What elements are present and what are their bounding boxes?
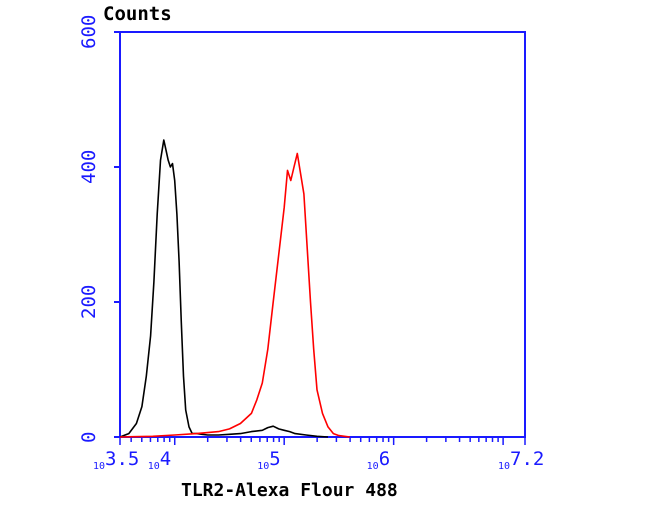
stained-histogram-line: [119, 152, 351, 438]
x-axis-label: TLR2-Alexa Flour 488: [181, 480, 398, 501]
x-tick-base: 10: [498, 461, 511, 472]
x-tick-marks: [119, 437, 526, 445]
x-tick-exponent: 4: [159, 448, 172, 470]
x-tick-base: 10: [147, 461, 160, 472]
x-tick-exponent: 5: [269, 448, 281, 470]
y-tick-marks: [114, 31, 120, 438]
series-group: [119, 139, 351, 438]
x-tick-label: 107.2: [498, 448, 544, 474]
y-tick-label: 200: [78, 284, 100, 320]
x-tick-base: 10: [93, 461, 106, 472]
y-axis-label: Counts: [103, 3, 172, 25]
plot-frame: [119, 31, 526, 438]
y-tick-label: 0: [78, 431, 100, 443]
x-tick-label: 103.5: [93, 448, 139, 474]
x-tick-exponent: 3.5: [105, 448, 140, 470]
y-tick-label: 600: [78, 14, 100, 50]
x-tick-base: 10: [257, 461, 270, 472]
control-histogram-line: [119, 139, 329, 438]
y-tick-label: 400: [78, 149, 100, 185]
x-tick-label: 105: [257, 448, 281, 474]
x-tick-exponent: 6: [378, 448, 391, 470]
x-tick-base: 10: [366, 461, 379, 472]
x-tick-label: 106: [366, 448, 391, 474]
x-tick-label: 104: [147, 448, 172, 474]
x-tick-exponent: 7.2: [510, 448, 545, 470]
